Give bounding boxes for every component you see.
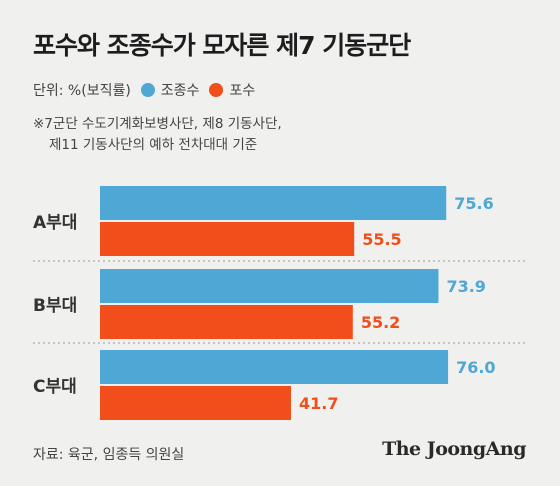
footnote: ※7군단 수도기계화보병사단, 제8 기동사단, 제11 기동사단의 예하 전차… <box>33 114 282 156</box>
legend-label-driver: 조종수 <box>160 83 200 99</box>
legend-label-gunner: 포수 <box>229 83 256 99</box>
legend-swatch-driver <box>140 83 155 97</box>
footnote-line-2: 제11 기동사단의 예하 전차대대 기준 <box>49 137 258 153</box>
bar-gunner <box>100 222 355 256</box>
chart-title: 포수와 조종수가 모자른 제7 기동군단 <box>33 31 411 60</box>
bar-driver <box>100 269 439 303</box>
data-label-gunner: 55.5 <box>362 230 401 249</box>
legend: 단위: %(보직률) 조종수 포수 <box>33 80 255 100</box>
source-text: 자료: 육군, 임종득 의원실 <box>33 447 185 463</box>
category-label: B부대 <box>33 296 77 316</box>
category-label: C부대 <box>33 377 77 397</box>
data-label-driver: 76.0 <box>456 358 495 377</box>
bar-driver <box>100 350 449 384</box>
legend-swatch-gunner <box>209 83 224 97</box>
bar-driver <box>100 186 447 220</box>
legend-item-gunner: 포수 <box>209 80 255 100</box>
brand-logo: The JoongAng <box>382 438 526 460</box>
unit-label: 단위: %(보직률) <box>33 83 131 99</box>
footnote-line-1: ※7군단 수도기계화보병사단, 제8 기동사단, <box>33 116 282 132</box>
category-label: A부대 <box>33 213 77 233</box>
data-label-driver: 73.9 <box>446 277 485 296</box>
bar-gunner <box>100 305 353 339</box>
data-label-gunner: 41.7 <box>299 394 338 413</box>
data-label-driver: 75.6 <box>454 194 493 213</box>
legend-item-driver: 조종수 <box>140 80 200 100</box>
bar-gunner <box>100 386 291 420</box>
data-label-gunner: 55.2 <box>361 313 400 332</box>
